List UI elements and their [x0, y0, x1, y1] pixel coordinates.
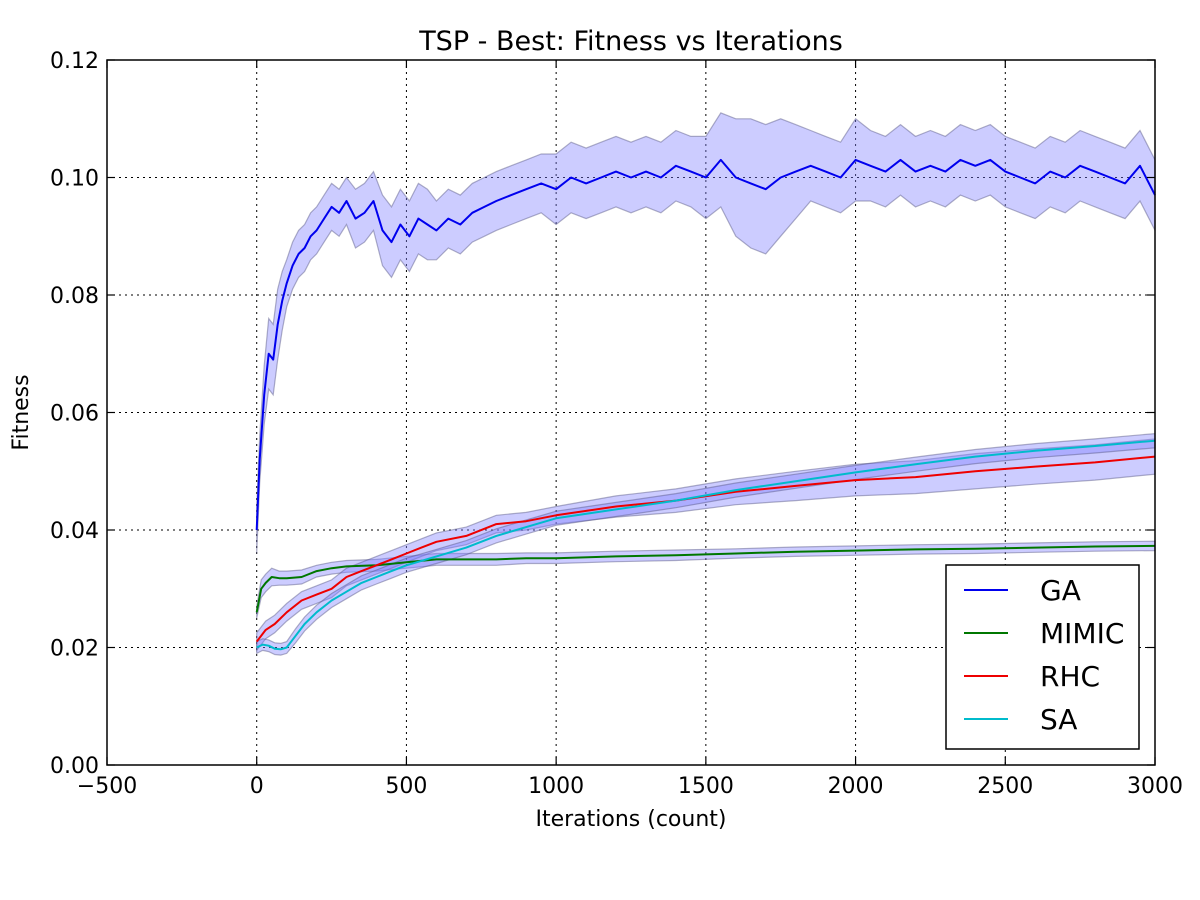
series-line-sa	[256, 439, 1156, 651]
x-tick-label: 1000	[528, 774, 584, 799]
x-tick-label: 0	[250, 774, 264, 799]
series-line-rhc	[255, 455, 1156, 643]
series-line-mimic	[255, 544, 1156, 613]
y-tick-label: 0.08	[50, 284, 99, 309]
x-tick-label: −500	[77, 774, 137, 799]
y-axis-label: Fitness	[9, 374, 34, 450]
axis-ticks	[106, 59, 1156, 766]
series-lines	[255, 158, 1156, 651]
y-tick-label: 0.00	[50, 754, 99, 779]
series-line-ga	[255, 158, 1156, 531]
x-tick-label: 1500	[678, 774, 734, 799]
legend-label-rhc: RHC	[1040, 660, 1100, 693]
legend: GA MIMIC RHC SA	[945, 564, 1140, 750]
chart-title: TSP - Best: Fitness vs Iterations	[418, 26, 843, 57]
x-tick-label: 2500	[977, 774, 1033, 799]
y-tick-label: 0.06	[50, 402, 99, 427]
x-tick-label: 3000	[1127, 774, 1183, 799]
x-tick-label: 500	[385, 774, 427, 799]
y-tick-label: 0.02	[50, 637, 99, 662]
y-tick-label: 0.10	[50, 167, 99, 192]
y-tick-label: 0.12	[50, 49, 99, 74]
legend-label-ga: GA	[1040, 574, 1081, 607]
tick-labels: −500 0 500 1000 1500 2000 2500 3000 0.00 0.02 0.04…	[50, 49, 1183, 799]
legend-label-sa: SA	[1040, 703, 1077, 736]
x-axis-label: Iterations (count)	[535, 807, 726, 832]
x-tick-label: 2000	[828, 774, 884, 799]
y-tick-label: 0.04	[50, 519, 99, 544]
legend-label-mimic: MIMIC	[1040, 617, 1124, 650]
